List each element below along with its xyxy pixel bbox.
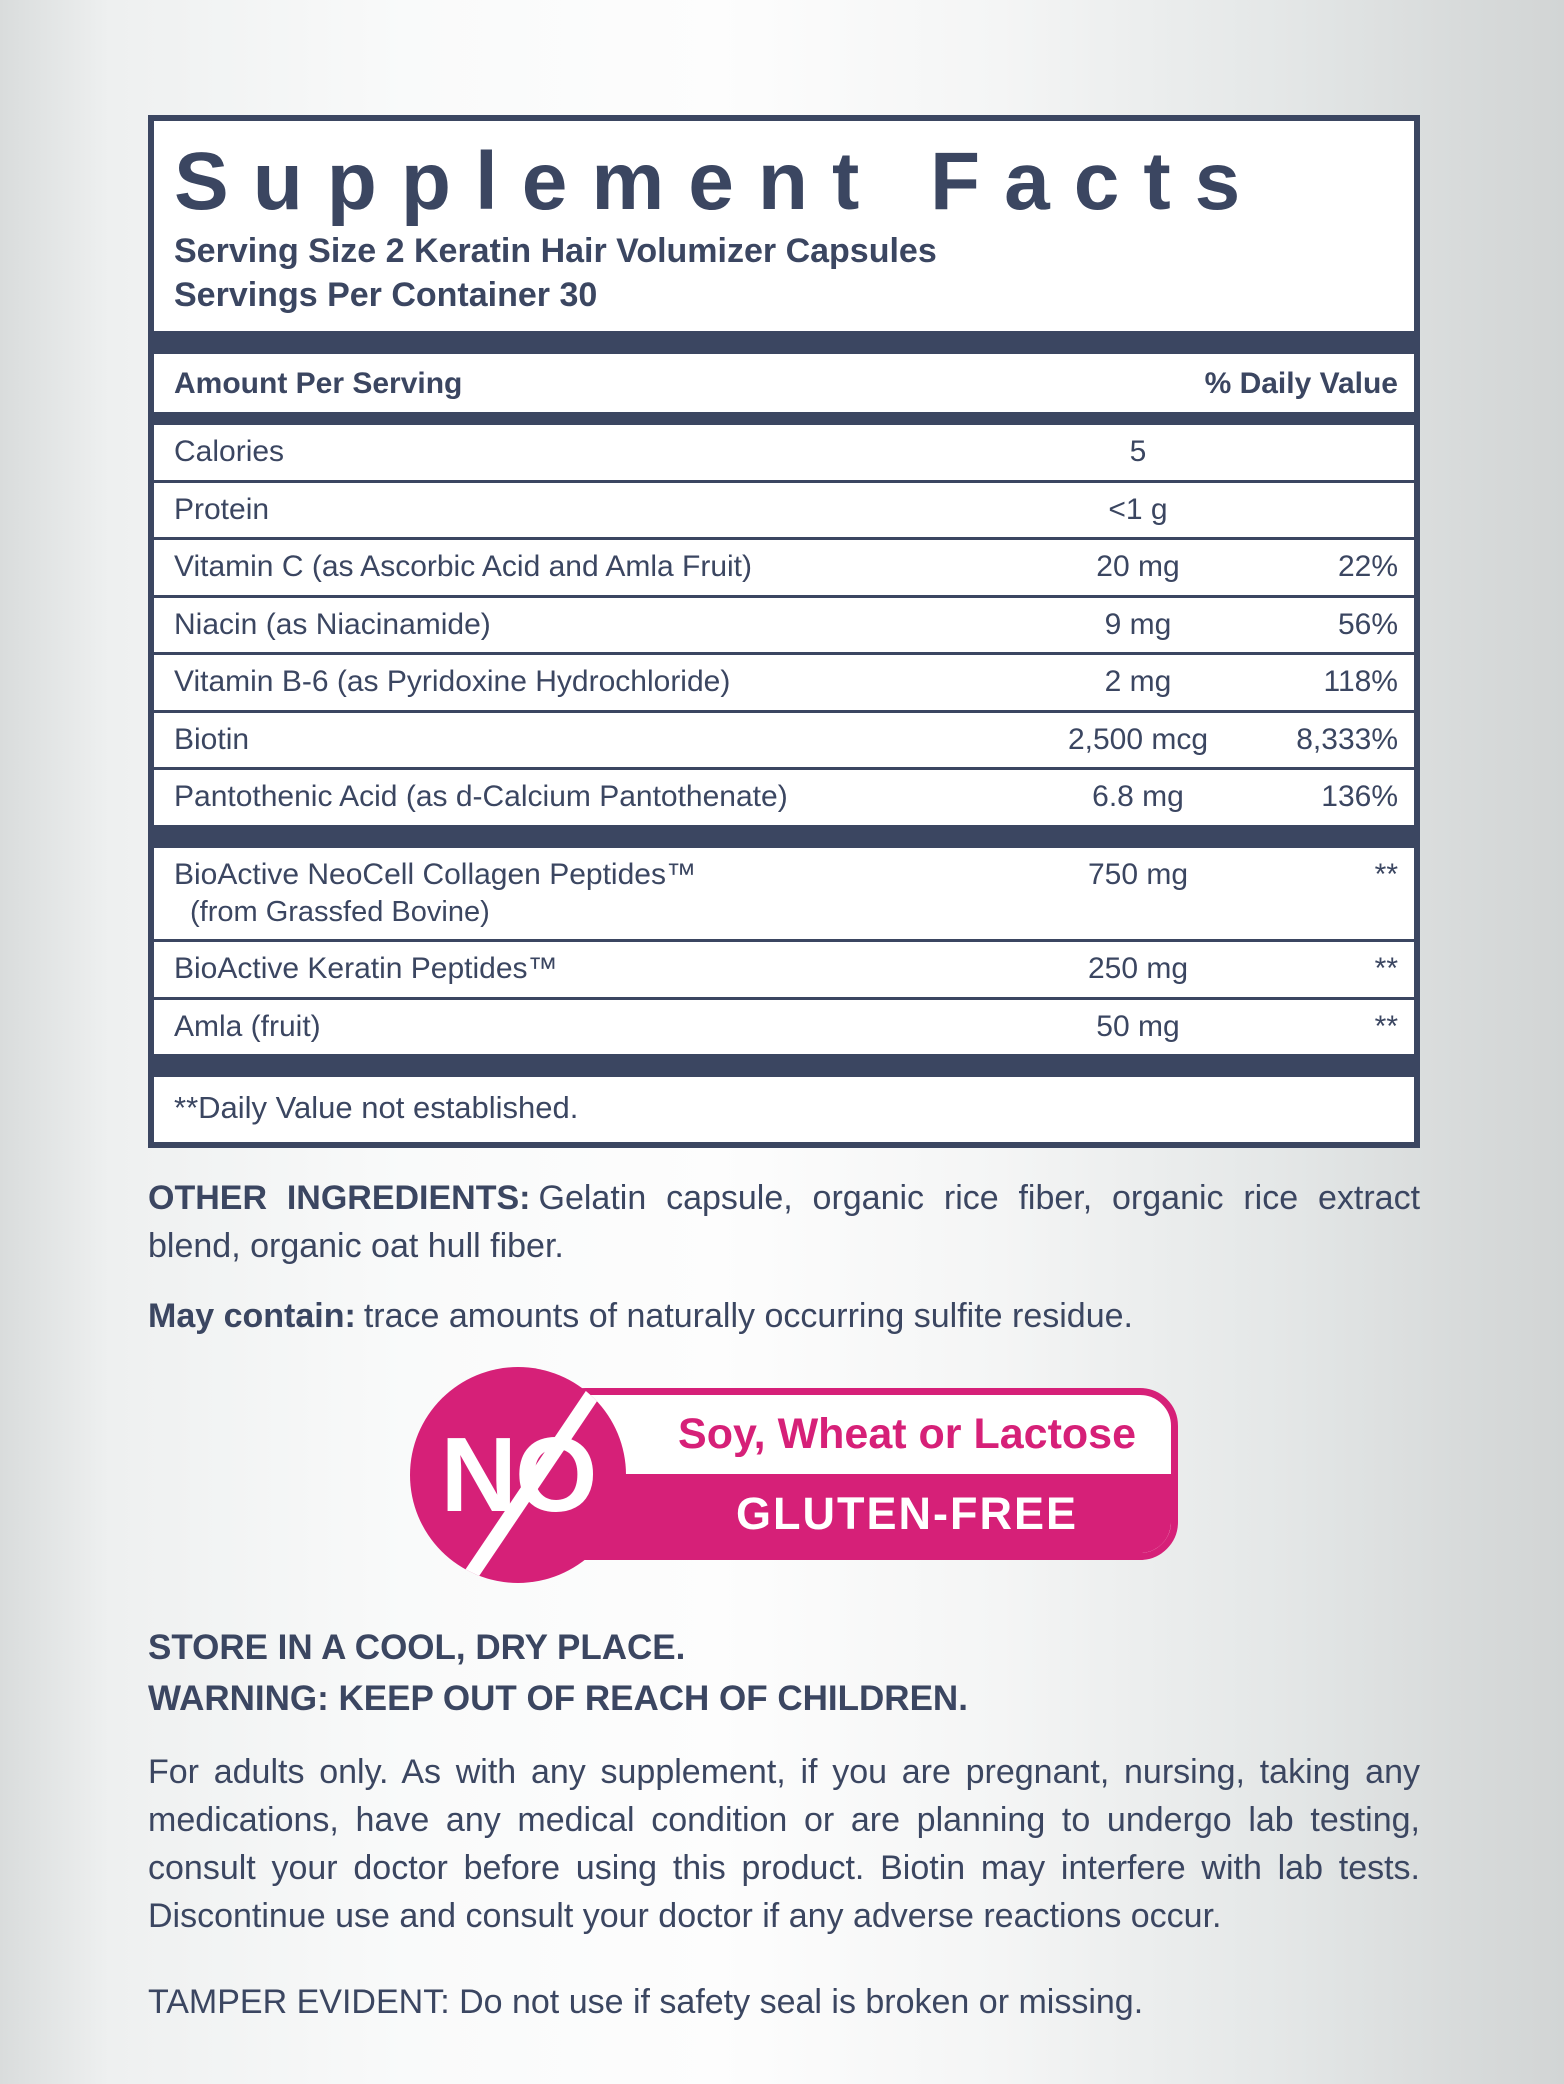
- nutrient-amount: 6.8 mg: [1092, 780, 1184, 813]
- nutrient-amount: 50 mg: [1096, 1009, 1180, 1043]
- nutrient-name-cell: Protein: [174, 492, 1013, 526]
- table-row: Vitamin B-6 (as Pyridoxine Hydrochloride…: [154, 652, 1414, 710]
- nutrient-amount: 9 mg: [1104, 607, 1172, 641]
- daily-value-footnote: **Daily Value not established.: [174, 1090, 579, 1126]
- divider-bar-bottom: [154, 1054, 1414, 1078]
- table-row: Biotin 2,500 mcg 8,333%: [154, 709, 1414, 768]
- daily-value-header: % Daily Value: [1204, 367, 1398, 400]
- nutrient-amount: 20 mg: [1096, 550, 1180, 583]
- nutrient-name-cell: BioActive Keratin Peptides™: [174, 953, 1013, 985]
- nutrient-daily-value: 8,333%: [1296, 722, 1398, 756]
- nutrient-rows: Calories 5 Protein <1 g Vitamin C (as As…: [154, 425, 1414, 825]
- amount-per-serving-header: Amount Per Serving: [174, 367, 463, 400]
- table-row: Niacin (as Niacinamide) 9 mg 56%: [154, 594, 1414, 653]
- nutrient-amount: 2,500 mcg: [1067, 722, 1209, 756]
- nutrient-name: Amla (fruit): [174, 1009, 321, 1043]
- may-contain: May contain: trace amounts of naturally o…: [148, 1292, 1420, 1340]
- serving-size: Serving Size 2 Keratin Hair Volumizer Ca…: [174, 232, 937, 270]
- table-row: BioActive Keratin Peptides™ 250 mg **: [154, 939, 1414, 997]
- nutrient-amount: 750 mg: [1087, 857, 1189, 891]
- nutrient-name-cell: Pantothenic Acid (as d-Calcium Pantothen…: [174, 781, 1013, 813]
- nutrient-amount: 250 mg: [1087, 952, 1189, 986]
- children-warning: WARNING: KEEP OUT OF REACH OF CHILDREN.: [148, 1679, 968, 1719]
- table-row: Protein <1 g: [154, 479, 1414, 538]
- may-contain-label: May contain:: [148, 1297, 356, 1336]
- table-row: Calories 5: [154, 425, 1414, 480]
- badge-glutenfree-row: GLUTEN-FREE: [555, 1474, 1171, 1554]
- storage-warning-block: STORE IN A COOL, DRY PLACE. WARNING: KEE…: [148, 1622, 1420, 1724]
- nutrient-amount: 5: [1129, 435, 1147, 468]
- other-ingredients-text: Gelatin capsule, organic rice fiber, org…: [148, 1179, 1421, 1266]
- table-header: Amount Per Serving % Daily Value: [154, 354, 1414, 412]
- divider-bar-middle: [154, 824, 1414, 848]
- servings-per-container: Servings Per Container 30: [174, 276, 598, 314]
- other-ingredients: OTHER INGREDIENTS: Gelatin capsule, organ…: [148, 1174, 1420, 1270]
- panel-title: Supplement Facts: [174, 136, 1265, 227]
- label-content: Supplement Facts Serving Size 2 Keratin …: [148, 115, 1420, 2026]
- usage-disclaimer: For adults only. As with any supplement,…: [148, 1753, 1420, 1936]
- nutrient-name-cell: BioActive NeoCell Collagen Peptides™ (fr…: [174, 857, 1013, 928]
- nutrient-daily-value: **: [1374, 952, 1398, 986]
- nutrient-name: BioActive NeoCell Collagen Peptides™: [174, 857, 696, 891]
- table-row: BioActive NeoCell Collagen Peptides™ (fr…: [154, 848, 1414, 940]
- nutrient-daily-value: 118%: [1323, 665, 1398, 698]
- nutrient-name: Calories: [174, 435, 285, 468]
- nutrient-daily-value: **: [1374, 857, 1398, 891]
- tamper-evident-note: TAMPER EVIDENT: Do not use if safety sea…: [148, 1983, 1144, 2022]
- nutrient-name: Protein: [174, 492, 270, 526]
- nutrient-subname: (from Grassfed Bovine): [190, 896, 490, 928]
- may-contain-text: trace amounts of naturally occurring sul…: [363, 1297, 1133, 1336]
- table-row: Amla (fruit) 50 mg **: [154, 996, 1414, 1055]
- nutrient-daily-value: 22%: [1337, 550, 1398, 583]
- nutrient-name-cell: Vitamin C (as Ascorbic Acid and Amla Fru…: [174, 551, 1013, 583]
- table-row: Vitamin C (as Ascorbic Acid and Amla Fru…: [154, 537, 1414, 595]
- nutrient-daily-value: **: [1374, 1009, 1398, 1043]
- nutrient-name: BioActive Keratin Peptides™: [174, 952, 558, 986]
- supplement-facts-panel: Supplement Facts Serving Size 2 Keratin …: [148, 115, 1420, 1149]
- nutrient-amount: <1 g: [1108, 492, 1168, 526]
- nutrient-daily-value: 136%: [1321, 780, 1398, 813]
- nutrient-name-cell: Calories: [174, 436, 1013, 468]
- blend-rows: BioActive NeoCell Collagen Peptides™ (fr…: [154, 848, 1414, 1055]
- nutrient-daily-value: 56%: [1337, 607, 1398, 641]
- divider-bar-header: [154, 412, 1414, 425]
- nutrient-name: Biotin: [174, 722, 250, 756]
- other-ingredients-label: OTHER INGREDIENTS:: [148, 1179, 531, 1218]
- no-symbol-icon: NO: [410, 1367, 626, 1584]
- nutrient-name-cell: Niacin (as Niacinamide): [174, 607, 1013, 641]
- nutrient-name: Pantothenic Acid (as d-Calcium Pantothen…: [174, 780, 788, 813]
- badge-claims-text: Soy, Wheat or Lactose: [678, 1410, 1136, 1459]
- nutrient-name-cell: Biotin: [174, 722, 1013, 756]
- table-row: Pantothenic Acid (as d-Calcium Pantothen…: [154, 767, 1414, 825]
- badge-glutenfree-text: GLUTEN-FREE: [736, 1487, 1078, 1539]
- badge-claims-row: Soy, Wheat or Lactose: [555, 1395, 1171, 1474]
- nutrient-name: Vitamin B-6 (as Pyridoxine Hydrochloride…: [174, 665, 731, 698]
- badge-panel: Soy, Wheat or Lactose GLUTEN-FREE: [548, 1388, 1178, 1561]
- no-claims-badge: Soy, Wheat or Lactose GLUTEN-FREE NO: [410, 1362, 1180, 1592]
- nutrient-name-cell: Amla (fruit): [174, 1011, 1013, 1043]
- nutrient-name: Niacin (as Niacinamide): [174, 607, 491, 641]
- storage-instruction: STORE IN A COOL, DRY PLACE.: [148, 1628, 686, 1668]
- divider-bar-top: [154, 331, 1414, 354]
- nutrient-name-cell: Vitamin B-6 (as Pyridoxine Hydrochloride…: [174, 666, 1013, 698]
- nutrient-amount: 2 mg: [1104, 665, 1172, 698]
- nutrient-name: Vitamin C (as Ascorbic Acid and Amla Fru…: [174, 550, 752, 583]
